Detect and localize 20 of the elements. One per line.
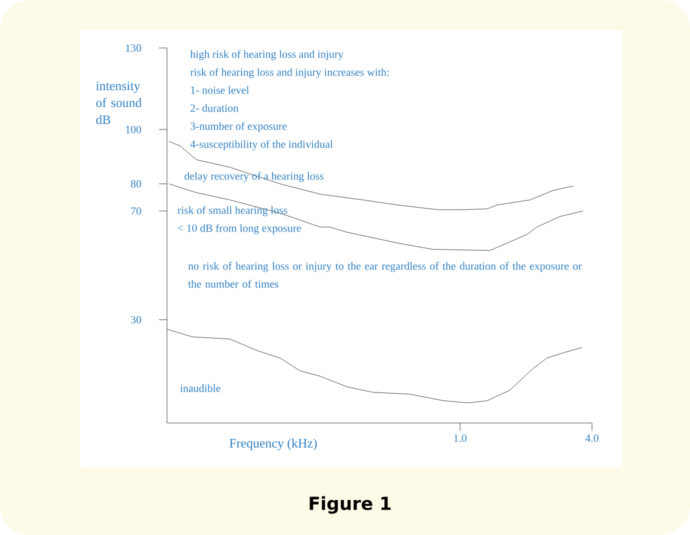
annotation: no risk of hearing loss or injury to the ear regardless of the duration of the exposure or the number of times [188, 262, 582, 288]
annotation: 4-susceptibility of the individual [190, 140, 333, 150]
x-tick-label: 1.0 [454, 434, 466, 442]
y-tick-label: 100 [126, 126, 142, 134]
annotation: high risk of hearing loss and injury [190, 50, 344, 60]
x-tick-label: 4.0 [585, 434, 598, 442]
y-tick-label: 70 [131, 207, 142, 215]
annotation: inaudible [180, 384, 220, 392]
annotation: 1- noise level [191, 86, 249, 94]
annotation: < 10 dB from long exposure [178, 224, 301, 234]
y-tick-label: 130 [126, 44, 142, 52]
annotation: risk of hearing loss and injury increases with: [190, 68, 389, 78]
x-axis-title: Frequency (kHz) [230, 438, 317, 450]
y-tick-label: 80 [130, 180, 142, 188]
caption: Figure 1 [310, 496, 391, 514]
y-tick-label: 30 [131, 316, 142, 324]
annotation: risk of small hearing loss [178, 206, 288, 216]
y-axis-title: intensity of sound dB [96, 82, 142, 124]
annotation: 3-number of exposure [190, 122, 287, 132]
annotation: 2- duration [190, 104, 238, 112]
